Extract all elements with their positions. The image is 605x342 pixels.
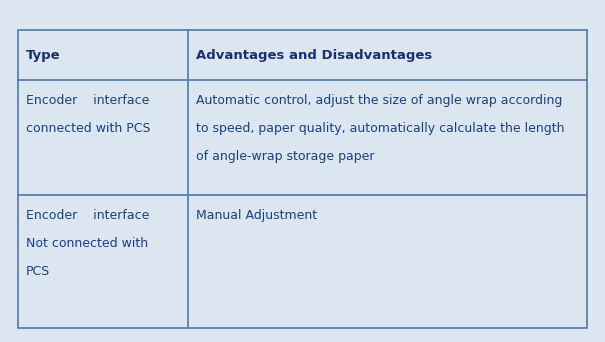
Text: to speed, paper quality, automatically calculate the length: to speed, paper quality, automatically c… xyxy=(196,122,564,135)
Text: connected with PCS: connected with PCS xyxy=(26,122,151,135)
Text: Encoder    interface: Encoder interface xyxy=(26,94,149,107)
Text: Advantages and Disadvantages: Advantages and Disadvantages xyxy=(196,49,432,62)
Text: PCS: PCS xyxy=(26,265,50,278)
Text: Manual Adjustment: Manual Adjustment xyxy=(196,209,317,222)
Text: of angle-wrap storage paper: of angle-wrap storage paper xyxy=(196,150,374,163)
Text: Automatic control, adjust the size of angle wrap according: Automatic control, adjust the size of an… xyxy=(196,94,563,107)
Text: Not connected with: Not connected with xyxy=(26,237,148,250)
Text: Encoder    interface: Encoder interface xyxy=(26,209,149,222)
Bar xyxy=(18,30,587,328)
Text: Type: Type xyxy=(26,49,60,62)
